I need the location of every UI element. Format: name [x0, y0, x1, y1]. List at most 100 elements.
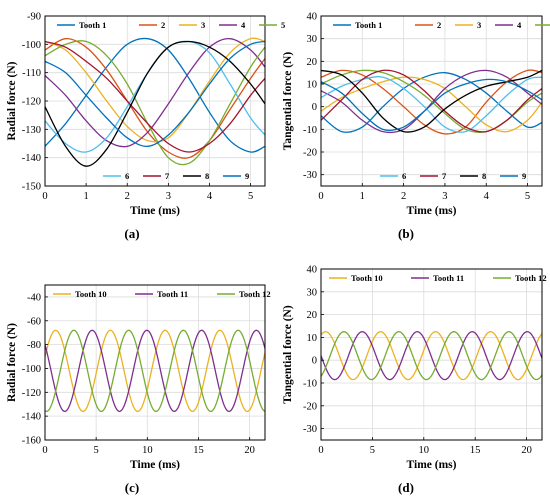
- series-line-7: [45, 40, 265, 153]
- legend-label: 2: [437, 20, 441, 30]
- legend-label: 6: [125, 171, 129, 181]
- legend-label: 3: [201, 20, 205, 30]
- series-line-8: [45, 40, 265, 167]
- x-tick-label: 15: [470, 445, 481, 456]
- y-tick-label: -100: [22, 364, 41, 375]
- series-line-tooth-11: [321, 331, 542, 381]
- x-tick-label: 4: [484, 191, 490, 202]
- series-line-5: [45, 40, 265, 166]
- legend-label: 3: [477, 20, 481, 30]
- chart-panel-2: 0 5 10 15 20 -160 -140 -120 -100 -80 -60 -40 Time (m…: [6, 284, 271, 495]
- x-tick-label: 15: [193, 445, 204, 456]
- x-axis-label: Time (ms): [130, 459, 180, 471]
- series-line-tooth-12: [321, 331, 542, 381]
- x-tick-label: 0: [318, 191, 323, 202]
- series-line-tooth-10: [321, 331, 542, 381]
- legend-label: 4: [517, 20, 522, 30]
- y-tick-label: 0: [312, 356, 317, 367]
- x-axis-label: Time (ms): [130, 205, 180, 217]
- legend-label: 7: [165, 171, 170, 181]
- y-tick-label: -20: [303, 148, 317, 159]
- series-line-tooth-11: [45, 329, 265, 413]
- x-tick-label: 3: [442, 191, 447, 202]
- y-tick-label: -150: [22, 182, 41, 193]
- series-group: [321, 69, 542, 135]
- y-tick-label: -140: [22, 153, 41, 164]
- y-tick-label: 30: [307, 287, 318, 298]
- legend-label: 6: [402, 171, 406, 181]
- series-group: [321, 331, 542, 381]
- x-tick-label: 0: [42, 191, 47, 202]
- series-line-3: [45, 37, 265, 143]
- series-line-4: [45, 38, 265, 148]
- series-group: [45, 37, 265, 167]
- x-tick-label: 5: [94, 445, 99, 456]
- legend-label: 4: [241, 20, 246, 30]
- y-tick-label: -40: [27, 292, 41, 303]
- series-line-9: [45, 40, 265, 147]
- y-tick-label: 30: [307, 34, 318, 45]
- x-axis-label: Time (ms): [407, 205, 457, 217]
- y-tick-label: -160: [22, 436, 41, 447]
- x-tick-label: 5: [525, 191, 530, 202]
- x-tick-label: 20: [244, 445, 255, 456]
- series-line-6: [45, 40, 265, 153]
- series-line-tooth-10: [45, 329, 265, 413]
- legend-label: 8: [205, 171, 209, 181]
- legend-label: 9: [245, 171, 249, 181]
- series-line-4: [321, 69, 542, 134]
- y-axis-label: Radial force (N): [6, 323, 18, 402]
- x-tick-label: 20: [521, 445, 532, 456]
- x-axis-label: Time (ms): [407, 459, 457, 471]
- legend-label: 7: [442, 171, 447, 181]
- y-tick-label: -100: [22, 40, 41, 51]
- y-tick-label: 0: [312, 102, 317, 113]
- y-tick-label: 20: [307, 310, 318, 321]
- panel-label: (d): [398, 480, 414, 495]
- series-line-tooth-12: [45, 329, 265, 413]
- legend-label: Tooth 10: [351, 273, 383, 283]
- x-tick-label: 1: [83, 191, 88, 202]
- series-line-9: [321, 78, 542, 132]
- x-tick-label: 10: [142, 445, 153, 456]
- x-tick-label: 3: [166, 191, 171, 202]
- x-tick-label: 10: [419, 445, 430, 456]
- y-axis-label: Tangential force (N): [282, 305, 294, 404]
- y-tick-label: -10: [303, 379, 317, 390]
- panel-label: (b): [398, 226, 414, 241]
- x-tick-label: 4: [207, 191, 213, 202]
- series-line-2: [321, 69, 542, 135]
- legend-label: 9: [522, 171, 526, 181]
- panel-label: (a): [124, 226, 139, 241]
- legend-label: 2: [161, 20, 165, 30]
- y-axis-label: Radial force (N): [6, 61, 18, 140]
- y-tick-label: -90: [27, 12, 41, 23]
- series-line-tooth-1: [321, 71, 542, 133]
- y-tick-label: 20: [307, 57, 318, 68]
- panel-label: (c): [125, 480, 139, 495]
- chart-panel-1: 0 1 2 3 4 5 -30 -20 -10 0 10 20 30 40 Time (ms) Tangent…: [282, 12, 550, 241]
- series-line-3: [321, 76, 542, 133]
- x-tick-label: 5: [370, 445, 375, 456]
- legend-label: 8: [482, 171, 486, 181]
- chart-panel-0: 0 1 2 3 4 5 -150 -140 -130 -120 -110 -100 -90 Time (m…: [6, 12, 285, 242]
- legend-label: Tooth 12: [515, 273, 547, 283]
- y-tick-label: -80: [27, 340, 41, 351]
- x-tick-label: 0: [318, 445, 323, 456]
- y-tick-label: -120: [22, 388, 41, 399]
- legend-label: Tooth 11: [433, 273, 464, 283]
- legend: Tooth 10 Tooth 11 Tooth 12: [53, 289, 271, 299]
- legend-label: Tooth 10: [75, 289, 107, 299]
- y-tick-label: -10: [303, 125, 317, 136]
- legend: Tooth 10 Tooth 11 Tooth 12: [329, 273, 547, 283]
- series-line-tooth-1: [45, 37, 265, 153]
- axes-box: [320, 15, 543, 187]
- x-tick-label: 1: [360, 191, 365, 202]
- x-tick-label: 0: [42, 445, 47, 456]
- y-tick-label: -140: [22, 412, 41, 423]
- legend-label: Tooth 1: [79, 20, 106, 30]
- axes-box: [44, 284, 266, 441]
- y-tick-label: 10: [307, 80, 318, 91]
- y-tick-label: -30: [303, 424, 317, 435]
